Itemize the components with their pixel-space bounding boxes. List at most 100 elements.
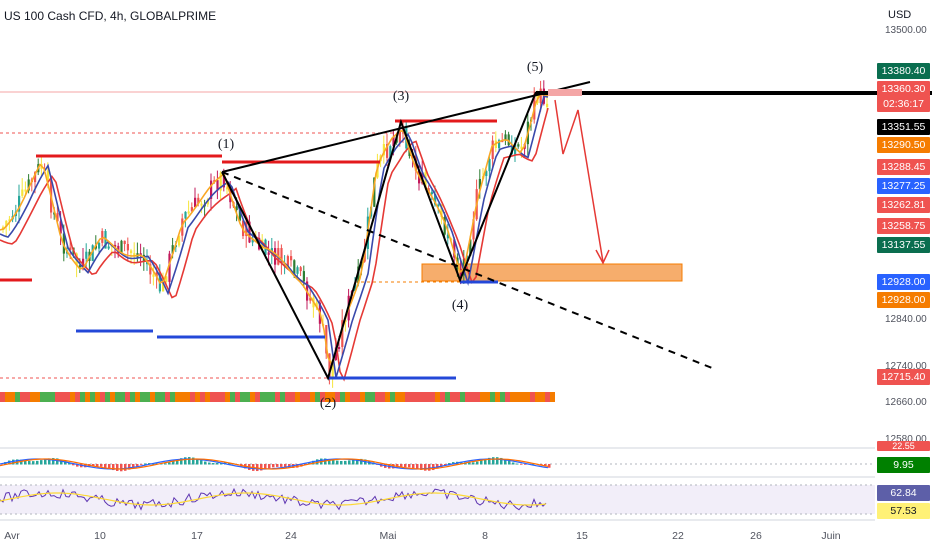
time-axis-label: 26 <box>750 530 762 542</box>
macd-bar <box>500 457 503 465</box>
strip-cell <box>535 392 540 402</box>
strip-cell <box>35 392 40 402</box>
strip-cell <box>515 392 520 402</box>
strip-cell <box>380 392 385 402</box>
candle <box>472 219 475 240</box>
macd-bar <box>472 462 475 465</box>
wave-label: (5) <box>526 60 544 75</box>
candle <box>178 235 181 246</box>
macd-bar <box>192 457 195 465</box>
macd-bar <box>112 464 115 471</box>
strip-cell <box>40 392 45 402</box>
macd-bar <box>132 464 135 469</box>
macd-bar <box>348 460 351 465</box>
macd-bar <box>100 464 103 467</box>
macd-bar <box>188 457 191 465</box>
candle <box>392 136 395 147</box>
macd-bar <box>404 464 407 468</box>
macd-bar <box>480 460 483 465</box>
strip-cell <box>90 392 95 402</box>
candle <box>120 240 123 254</box>
candle <box>386 144 389 158</box>
macd-bar <box>336 460 339 465</box>
candle <box>517 144 520 147</box>
strip-cell <box>130 392 135 402</box>
candle <box>539 88 542 104</box>
macd-bar <box>272 464 275 468</box>
price-badge: 13290.50 <box>877 137 930 153</box>
macd-bar <box>276 464 279 467</box>
candle <box>21 189 24 196</box>
strip-cell <box>145 392 150 402</box>
chart-title: US 100 Cash CFD, 4h, GLOBALPRIME <box>4 9 217 23</box>
macd-bar <box>444 464 447 466</box>
current-price-box <box>548 89 582 96</box>
strip-cell <box>55 392 60 402</box>
candle <box>114 244 117 247</box>
ma-yellow-line <box>0 93 549 367</box>
candle <box>213 180 216 183</box>
candle <box>507 134 510 146</box>
candle <box>107 246 110 249</box>
macd-bar <box>172 461 175 465</box>
macd-bar <box>436 464 439 469</box>
strip-cell <box>320 392 325 402</box>
currency-label[interactable]: USD <box>888 9 912 21</box>
macd-bar <box>220 462 223 465</box>
strip-cell <box>265 392 270 402</box>
macd-bar <box>24 460 27 465</box>
macd-bar <box>412 464 415 468</box>
macd-bar <box>476 461 479 465</box>
strip-cell <box>420 392 425 402</box>
strip-cell <box>30 392 35 402</box>
axis-price-label: 12840.00 <box>885 314 927 325</box>
strip-cell <box>185 392 190 402</box>
strip-cell <box>110 392 115 402</box>
strip-cell <box>135 392 140 402</box>
macd-bar <box>56 458 59 465</box>
strip-cell <box>260 392 265 402</box>
candle <box>389 146 392 158</box>
candle <box>171 245 174 254</box>
macd-bar <box>96 464 99 467</box>
candle <box>325 325 328 354</box>
axis-price-label: 12580.00 <box>885 434 927 445</box>
candle <box>238 210 241 221</box>
strip-cell <box>445 392 450 402</box>
price-badge: 13277.25 <box>877 178 930 194</box>
macd-bar <box>124 464 127 471</box>
strip-cell <box>400 392 405 402</box>
time-axis-label: 8 <box>482 530 488 542</box>
candle <box>341 320 344 348</box>
macd-bar <box>68 463 71 465</box>
candle <box>165 276 168 282</box>
macd-bar <box>216 462 219 465</box>
macd-bar <box>104 464 107 468</box>
strip-cell <box>285 392 290 402</box>
candle <box>469 239 472 256</box>
strip-cell <box>70 392 75 402</box>
candle <box>5 220 8 227</box>
macd-bar <box>120 464 123 472</box>
candle <box>226 187 229 190</box>
macd-bar <box>296 464 299 468</box>
strip-cell <box>155 392 160 402</box>
strip-cell <box>405 392 410 402</box>
candle <box>430 192 433 195</box>
candle <box>286 256 289 266</box>
macd-bar <box>520 464 523 465</box>
strip-cell <box>250 392 255 402</box>
candles-group <box>2 80 549 388</box>
macd-bar <box>328 459 331 465</box>
candle <box>520 146 523 149</box>
strip-cell <box>220 392 225 402</box>
strip-cell <box>450 392 455 402</box>
macd-bar <box>52 458 55 465</box>
strip-cell <box>230 392 235 402</box>
macd-bar <box>540 464 543 465</box>
macd-bar <box>492 457 495 465</box>
strip-cell <box>465 392 470 402</box>
candle <box>504 134 507 141</box>
strip-cell <box>225 392 230 402</box>
strip-cell <box>365 392 370 402</box>
